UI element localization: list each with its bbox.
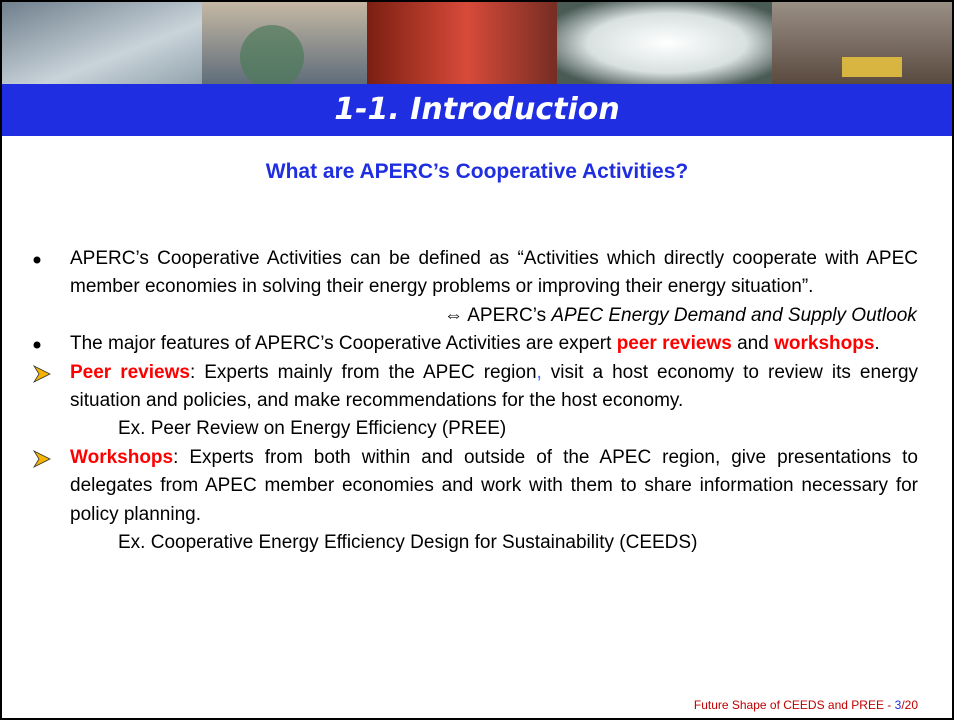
bullet-paragraph: The major features of APERC’s Cooperativ… — [2, 330, 952, 358]
text-run: peer reviews — [617, 333, 732, 354]
arrow-paragraph: Workshops: Experts from both within and … — [2, 444, 952, 529]
arrow-bullet — [32, 359, 52, 396]
bullet-icon — [32, 245, 44, 273]
arrow-icon — [32, 359, 52, 387]
text-run: /20 — [901, 698, 918, 712]
bullet-icon — [32, 330, 44, 358]
text-run: Ex. Peer Review on Energy Efficiency (PR… — [118, 418, 506, 439]
subtitle: What are APERC’s Cooperative Activities? — [2, 160, 952, 184]
text-run: : Experts from both within and outside o… — [70, 447, 918, 525]
bullet-dot — [32, 245, 44, 282]
slide-body: APERC’s Cooperative Activities can be de… — [2, 245, 952, 557]
text-run: APERC’s Cooperative Activities can be de… — [70, 248, 918, 297]
example-paragraph: Ex. Cooperative Energy Efficiency Design… — [2, 529, 952, 557]
text-run: . — [874, 333, 879, 354]
text-run: The major features of APERC’s Cooperativ… — [70, 333, 617, 354]
text-run: Ex. Cooperative Energy Efficiency Design… — [118, 532, 697, 553]
text-run: workshops — [774, 333, 874, 354]
example-paragraph: Ex. Peer Review on Energy Efficiency (PR… — [2, 415, 952, 443]
arrow-paragraph: Peer reviews: Experts mainly from the AP… — [2, 359, 952, 416]
slide: 1-1. Introduction What are APERC’s Coope… — [0, 0, 954, 720]
text-run: and — [732, 333, 774, 354]
slide-title: 1-1. Introduction — [2, 84, 952, 136]
banner-images — [2, 2, 952, 84]
text-run: : Experts mainly from the APEC region — [190, 362, 537, 383]
arrow-icon — [32, 444, 52, 472]
text-run: Peer reviews — [70, 362, 190, 383]
reference-paragraph: ⇔ APERC’s APEC Energy Demand and Supply … — [2, 302, 952, 330]
text-run: Future Shape of CEEDS and PREE - — [694, 698, 895, 712]
arrow-bullet — [32, 444, 52, 481]
text-run: APEC Energy Demand and Supply Outlook — [551, 305, 916, 326]
footer: Future Shape of CEEDS and PREE - 3/20 — [694, 698, 918, 712]
bullet-paragraph: APERC’s Cooperative Activities can be de… — [2, 245, 952, 302]
text-run: Workshops — [70, 447, 173, 468]
text-run: ⇔ APERC’s — [444, 305, 551, 326]
